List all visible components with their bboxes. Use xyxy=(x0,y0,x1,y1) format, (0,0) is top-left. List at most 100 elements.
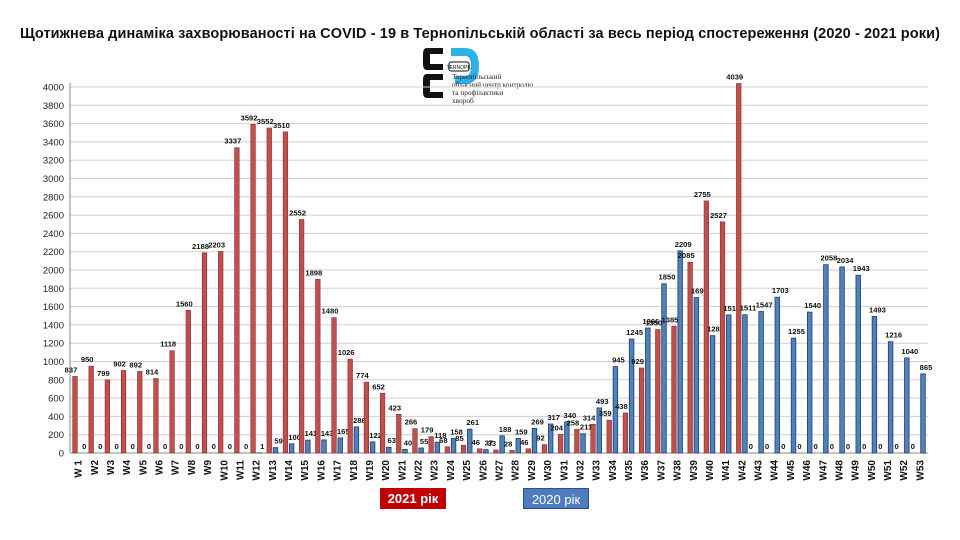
bar-2021 xyxy=(169,350,175,454)
value-label-2021: 1026 xyxy=(338,348,355,357)
value-label-2021: 68 xyxy=(439,436,447,445)
value-label-2021: 179 xyxy=(421,426,434,435)
bar-2020 xyxy=(483,449,489,454)
bar-2020 xyxy=(758,311,764,454)
value-label-2020: 165 xyxy=(337,427,350,436)
value-label-2021: 266 xyxy=(405,418,418,427)
x-tick-label: W37 xyxy=(656,460,667,481)
bar-2021 xyxy=(606,419,612,454)
value-label-2021: 258 xyxy=(567,418,580,427)
value-label-2021: 0 xyxy=(846,442,850,451)
value-label-2020: 340 xyxy=(564,411,577,420)
x-tick-label: W39 xyxy=(689,460,700,481)
bar-2021 xyxy=(687,261,693,454)
y-tick-label: 1400 xyxy=(43,320,64,331)
bar-2021 xyxy=(638,367,645,454)
y-tick-label: 1000 xyxy=(43,357,64,368)
x-tick-label: W12 xyxy=(252,460,263,481)
value-label-2021: 438 xyxy=(615,402,628,411)
bar-2020 xyxy=(774,296,781,454)
bar-2021 xyxy=(299,219,305,454)
y-tick-label: 800 xyxy=(48,375,64,386)
bar-2020 xyxy=(353,426,360,454)
value-label-2021: 0 xyxy=(781,442,785,451)
x-tick-label: W29 xyxy=(527,460,538,481)
x-tick-label: W32 xyxy=(575,460,586,481)
x-tick-label: W27 xyxy=(495,460,506,481)
value-label-2020: 0 xyxy=(212,442,216,451)
x-tick-label: W46 xyxy=(802,460,813,481)
x-tick-label: W20 xyxy=(381,460,392,481)
bar-2020 xyxy=(887,341,894,454)
logo-caption-line: та профілактики xyxy=(452,88,504,97)
value-label-2021: 1350 xyxy=(645,318,662,327)
bar-2020 xyxy=(628,338,635,454)
value-label-2020: 493 xyxy=(596,397,609,406)
value-label-2020: 1245 xyxy=(626,328,644,337)
x-tick-label: W19 xyxy=(365,460,376,481)
x-tick-label: W 1 xyxy=(74,460,85,478)
value-label-2020: 0 xyxy=(147,442,151,451)
bar-2021 xyxy=(153,378,159,454)
value-label-2021: 837 xyxy=(65,365,78,374)
x-tick-label: W15 xyxy=(300,460,311,481)
x-tick-label: W36 xyxy=(640,460,651,481)
legend-2021: 2021 рік xyxy=(380,488,446,509)
bar-2021 xyxy=(379,393,386,454)
value-label-2020: 1255 xyxy=(788,327,806,336)
x-tick-label: W24 xyxy=(446,460,457,481)
x-tick-label: W31 xyxy=(559,460,570,481)
ocdc-logo: TERNOPIL xyxy=(423,48,479,98)
bar-2020 xyxy=(596,407,602,454)
value-label-2020: 317 xyxy=(547,413,560,422)
value-label-2020: 2034 xyxy=(837,256,855,265)
value-label-2021: 902 xyxy=(113,359,126,368)
value-label-2021: 1385 xyxy=(662,315,680,324)
x-tick-label: W30 xyxy=(543,460,554,481)
value-label-2020: 211 xyxy=(580,423,593,432)
bar-2020 xyxy=(839,266,845,454)
logo-c-top xyxy=(423,48,443,70)
bar-2020 xyxy=(369,441,376,454)
bar-2020 xyxy=(855,274,861,454)
value-label-2021: 28 xyxy=(504,439,512,448)
x-tick-label: W21 xyxy=(397,460,408,481)
x-tick-label: W52 xyxy=(899,460,910,481)
value-label-2020: 1850 xyxy=(659,273,676,282)
value-label-2020: 40 xyxy=(404,438,412,447)
value-label-2020: 0 xyxy=(114,442,118,451)
x-tick-label: W18 xyxy=(349,460,360,481)
x-tick-label: W16 xyxy=(316,460,327,481)
bar-2021 xyxy=(120,370,127,454)
bar-2021 xyxy=(622,412,629,454)
bar-2021 xyxy=(88,365,94,454)
y-tick-label: 400 xyxy=(48,412,64,423)
value-label-2020: 100 xyxy=(288,433,301,442)
value-label-2021: 929 xyxy=(631,357,644,366)
bar-2021 xyxy=(703,200,709,454)
logo-c-bottom xyxy=(423,74,443,98)
x-tick-label: W28 xyxy=(511,460,522,481)
bar-2020 xyxy=(337,437,343,454)
value-label-2021: 3592 xyxy=(241,113,258,122)
value-label-2021: 33 xyxy=(488,439,496,448)
value-label-2021: 0 xyxy=(862,442,866,451)
bar-2020 xyxy=(434,441,441,454)
bar-2020 xyxy=(790,337,797,454)
value-label-2020: 0 xyxy=(82,442,86,451)
bar-2020 xyxy=(305,439,311,454)
bar-2021 xyxy=(185,309,191,454)
x-tick-label: W9 xyxy=(203,460,214,475)
value-label-2021: 0 xyxy=(878,442,882,451)
y-tick-label: 3400 xyxy=(43,137,64,148)
y-tick-label: 1200 xyxy=(43,339,64,350)
value-label-2020: 122 xyxy=(369,431,382,440)
value-label-2020: 1493 xyxy=(869,305,886,314)
value-label-2021: 85 xyxy=(455,434,464,443)
value-label-2021: 0 xyxy=(749,442,753,451)
bar-2021 xyxy=(137,371,143,454)
value-label-2020: 59 xyxy=(274,437,282,446)
value-label-2020: 0 xyxy=(131,442,135,451)
bar-2021 xyxy=(541,444,548,454)
bar-2020 xyxy=(515,438,521,454)
